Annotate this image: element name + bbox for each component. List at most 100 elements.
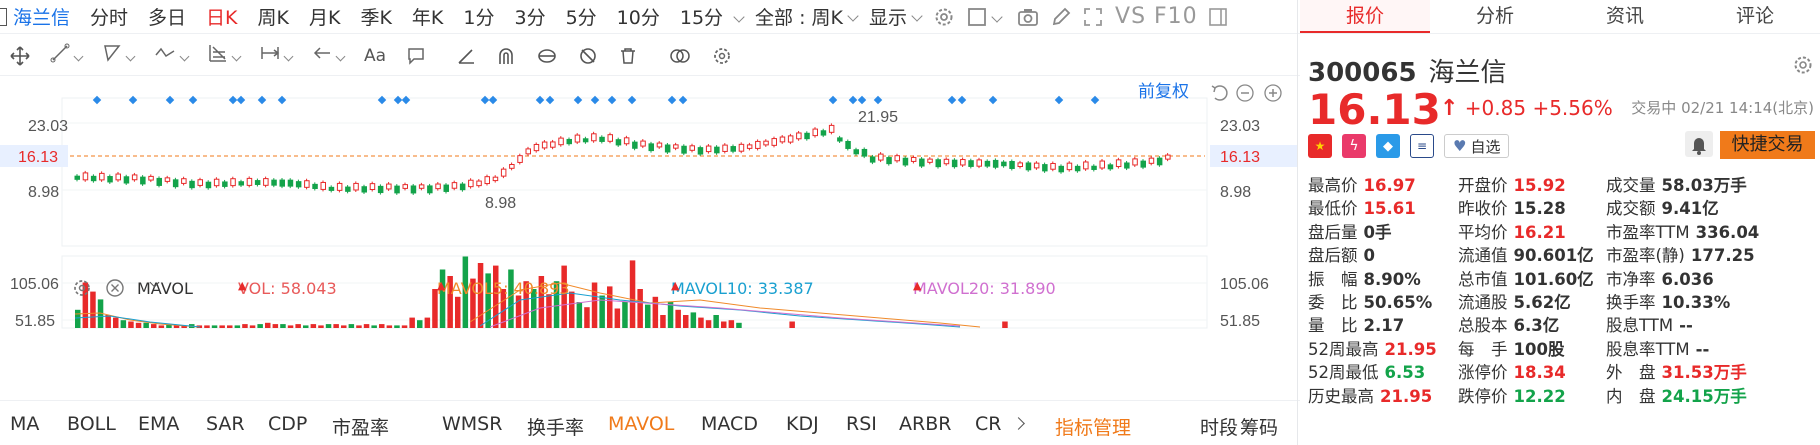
tab-fenshi[interactable]: 分时	[90, 7, 129, 29]
event-marker-icon[interactable]	[128, 95, 138, 105]
tab-15min[interactable]: 15分	[679, 7, 724, 29]
pencil-icon[interactable]	[1051, 7, 1071, 27]
event-marker-icon[interactable]	[1054, 95, 1064, 105]
event-marker-icon[interactable]	[857, 95, 867, 105]
event-marker-icon[interactable]	[480, 95, 490, 105]
event-marker-icon[interactable]	[401, 95, 411, 105]
indicator-scroll-right-icon[interactable]	[1012, 417, 1025, 430]
draw-settings-icon[interactable]	[712, 46, 732, 66]
tab-quarterly-k[interactable]: 季K	[360, 7, 392, 29]
channel-tool[interactable]	[102, 43, 136, 68]
tab-duori[interactable]: 多日	[148, 7, 187, 29]
adjust-mode-link[interactable]: 前复权	[1138, 82, 1189, 101]
event-marker-icon[interactable]	[828, 95, 838, 105]
indicator-tab-macd[interactable]: MACD	[701, 413, 758, 435]
indicator-tab-wmsr[interactable]: WMSR	[442, 413, 503, 435]
indicator-tab-sar[interactable]: SAR	[206, 413, 245, 435]
undo-icon[interactable]	[1211, 85, 1228, 101]
zoom-out-icon[interactable]	[1236, 84, 1254, 102]
add-watchlist-button[interactable]: ♥ 自选	[1444, 134, 1510, 158]
scope-select[interactable]: 全部 : 周K	[755, 3, 859, 30]
document-icon[interactable]: ≡	[1410, 134, 1434, 158]
alert-bell-icon[interactable]	[1685, 131, 1713, 157]
event-marker-icon[interactable]	[277, 95, 287, 105]
event-marker-icon[interactable]	[228, 95, 238, 105]
tab-daily-k[interactable]: 日K	[206, 7, 238, 29]
more-periods-chevron-icon[interactable]	[733, 10, 745, 23]
move-cross-icon[interactable]	[10, 45, 30, 66]
indicator-tab-boll[interactable]: BOLL	[67, 413, 116, 435]
event-marker-icon[interactable]	[947, 95, 957, 105]
kline-chart[interactable]: 前复权 16.13 16.13 23.03 8.98 23.03 8.98 21…	[0, 78, 1297, 400]
indicator-tab-turnover[interactable]: 换手率	[527, 417, 585, 439]
event-marker-icon[interactable]	[393, 95, 403, 105]
tab-3min[interactable]: 3分	[514, 7, 546, 29]
event-marker-icon[interactable]	[590, 95, 600, 105]
panel-toggle-icon[interactable]	[1208, 7, 1228, 27]
indicator-tab-cr[interactable]: CR	[975, 413, 1002, 435]
segment-tool[interactable]	[50, 43, 84, 68]
vs-f10-link[interactable]: VS F10	[1115, 4, 1198, 29]
event-marker-icon[interactable]	[92, 95, 102, 105]
tab-comments[interactable]: 评论	[1735, 5, 1774, 27]
indicator-tab-ma[interactable]: MA	[10, 413, 40, 435]
indicator-tab-rsi[interactable]: RSI	[846, 413, 877, 435]
event-marker-icon[interactable]	[957, 95, 967, 105]
quote-settings-icon[interactable]	[1792, 54, 1814, 76]
tab-monthly-k[interactable]: 月K	[308, 7, 341, 29]
quick-trade-button[interactable]: 快捷交易	[1720, 131, 1815, 159]
fullscreen-icon[interactable]	[1083, 7, 1103, 27]
event-marker-icon[interactable]	[627, 95, 637, 105]
event-marker-icon[interactable]	[607, 95, 617, 105]
fib-tool[interactable]	[208, 43, 242, 68]
event-marker-icon[interactable]	[488, 95, 498, 105]
event-marker-icon[interactable]	[848, 95, 858, 105]
arrow-tool[interactable]	[312, 43, 346, 68]
indicator-tab-mavol[interactable]: MAVOL	[608, 413, 675, 435]
compare-circles-icon[interactable]	[668, 46, 692, 66]
indicator-tab-pe[interactable]: 市盈率	[332, 417, 390, 439]
camera-icon[interactable]	[1017, 7, 1039, 27]
text-tool-icon[interactable]: Aa	[364, 45, 387, 66]
indicator-tab-kdj[interactable]: KDJ	[786, 413, 819, 435]
trash-icon[interactable]	[618, 46, 638, 66]
tag-icon[interactable]: ◆	[1376, 134, 1400, 158]
settings-icon[interactable]	[933, 6, 955, 28]
hot-lightning-icon[interactable]: ϟ	[1342, 134, 1366, 158]
indicator-close-icon[interactable]	[105, 278, 125, 298]
event-marker-icon[interactable]	[1090, 95, 1100, 105]
event-marker-icon[interactable]	[257, 95, 267, 105]
event-marker-icon[interactable]	[988, 95, 998, 105]
wave-tool[interactable]	[154, 43, 190, 68]
chevron-down-icon[interactable]	[991, 10, 1003, 23]
tab-1min[interactable]: 1分	[463, 7, 495, 29]
tab-news[interactable]: 资讯	[1605, 5, 1644, 27]
stock-name-tab[interactable]: 海兰信	[13, 7, 71, 29]
chip-tab[interactable]: 筹码	[1240, 417, 1279, 439]
hide-eye-icon[interactable]	[578, 46, 598, 66]
tab-yearly-k[interactable]: 年K	[411, 7, 444, 29]
event-marker-icon[interactable]	[535, 95, 545, 105]
tab-5min[interactable]: 5分	[565, 7, 597, 29]
indicator-tab-cdp[interactable]: CDP	[268, 413, 308, 435]
event-marker-icon[interactable]	[678, 95, 688, 105]
tab-analysis[interactable]: 分析	[1475, 5, 1514, 27]
zoom-in-icon[interactable]	[1264, 84, 1282, 102]
indicator-tab-arbr[interactable]: ARBR	[899, 413, 952, 435]
event-marker-icon[interactable]	[236, 95, 246, 105]
tab-weekly-k[interactable]: 周K	[257, 7, 289, 29]
event-marker-icon[interactable]	[165, 95, 175, 105]
event-marker-icon[interactable]	[573, 95, 583, 105]
period-tab[interactable]: 时段	[1200, 417, 1239, 439]
indicator-tab-ema[interactable]: EMA	[138, 413, 180, 435]
indicator-manage-button[interactable]: 指标管理	[1055, 417, 1132, 439]
event-marker-icon[interactable]	[377, 95, 387, 105]
event-marker-icon[interactable]	[545, 95, 555, 105]
display-select[interactable]: 显示	[869, 3, 923, 30]
sidebar-toggle-icon[interactable]	[0, 7, 7, 26]
event-marker-icon[interactable]	[873, 95, 883, 105]
indicator-settings-icon[interactable]	[72, 278, 92, 298]
ring-lock-icon[interactable]	[536, 46, 558, 66]
range-tool[interactable]	[260, 43, 294, 68]
layout-square-icon[interactable]	[967, 7, 987, 27]
